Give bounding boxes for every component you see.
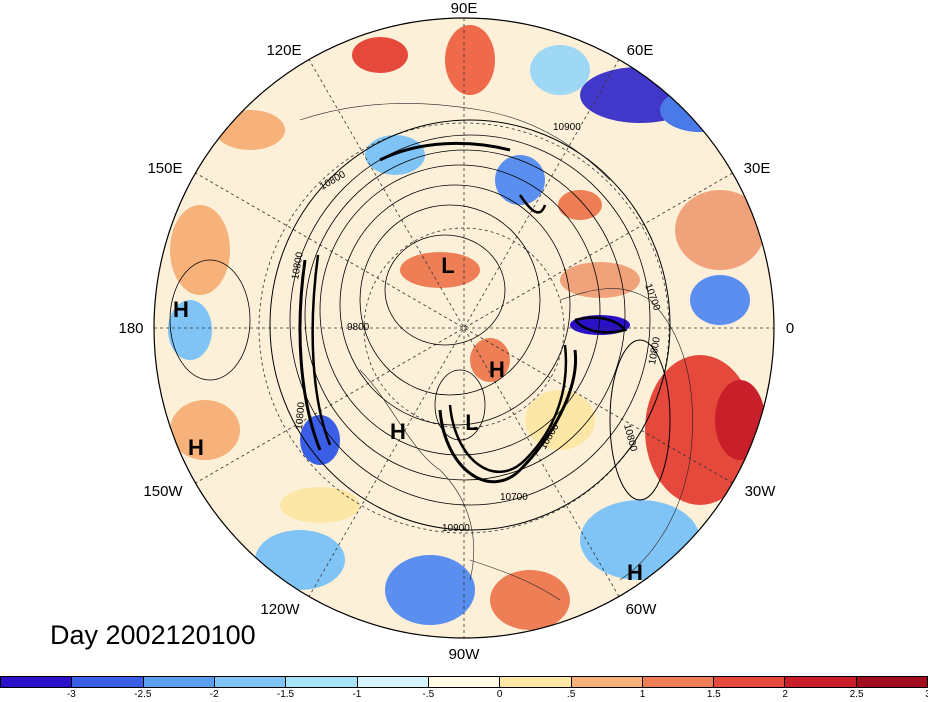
colorbar-cell [286, 677, 358, 687]
colorbar-cell [428, 677, 501, 687]
lon-label-120e: 120E [266, 42, 301, 59]
contour-labels: 10900 10800 10700 10800 10800 9800 10800… [290, 122, 663, 534]
lon-label-150e: 150E [147, 160, 182, 177]
colorbar-tick-label: 1.5 [706, 689, 721, 700]
height-contours [169, 119, 671, 531]
contour-label: 10800 [290, 251, 306, 281]
colorbar-cell [500, 677, 572, 687]
lon-label-30e: 30E [744, 160, 771, 177]
contour-label: 9800 [347, 322, 370, 333]
high-pressure-marker: H [390, 419, 406, 444]
pressure-systems: L L H H H H H [173, 253, 643, 585]
lon-label-90e: 90E [451, 0, 478, 17]
lon-label-30w: 30W [745, 483, 777, 500]
colorbar [0, 676, 928, 688]
graticule [154, 18, 774, 638]
contour-label: 10700 [500, 492, 528, 503]
contour-label: 10900 [553, 122, 581, 133]
colorbar-tick-label: .5 [566, 689, 576, 700]
colorbar-labels: -3 -2.5 -2 -1.5 -1 -.5 0 .5 1 1.5 2 2.5 3 [0, 689, 928, 702]
high-pressure-marker: H [489, 357, 505, 382]
lon-label-150w: 150W [143, 483, 183, 500]
colorbar-tick-label: -.5 [422, 689, 435, 700]
contour-label: 10800 [647, 336, 663, 366]
coastlines [299, 103, 693, 601]
longitude-labels: 90E 60E 30E 0 30W 60W 90W 120W 150W 180 … [118, 0, 794, 663]
colorbar-tick-label: -1 [352, 689, 362, 700]
colorbar-tick-label: 2.5 [849, 689, 864, 700]
lon-label-60w: 60W [626, 601, 658, 618]
map-boundary [153, 17, 775, 639]
lon-label-60e: 60E [627, 42, 654, 59]
contour-label: 10900 [442, 523, 470, 534]
colorbar-tick-label: 2 [782, 689, 788, 700]
colorbar-tick-label: -2.5 [134, 689, 152, 700]
colorbar-cell [714, 677, 786, 687]
colorbar-tick-label: 0 [496, 689, 503, 700]
low-pressure-marker: L [441, 253, 454, 278]
low-pressure-marker: L [465, 410, 478, 435]
colorbar-tick-label: -2 [209, 689, 219, 700]
colorbar-cell [214, 677, 287, 687]
colorbar-cell [785, 677, 857, 687]
colorbar-tick-label: -3 [66, 689, 76, 700]
lon-label-120w: 120W [260, 601, 300, 618]
colorbar-cell [571, 677, 643, 687]
lon-label-180: 180 [118, 320, 143, 337]
high-pressure-marker: H [173, 297, 189, 322]
high-pressure-marker: H [188, 435, 204, 460]
colorbar-cell [143, 677, 215, 687]
high-pressure-marker: H [627, 560, 643, 585]
polar-map: 90E 60E 30E 0 30W 60W 90W 120W 150W 180 … [118, 0, 794, 663]
colorbar-cell [1, 677, 73, 687]
contour-label: 10800 [294, 401, 307, 430]
colorbar-tick-label: 1 [639, 689, 646, 700]
colorbar-cell [357, 677, 429, 687]
colorbar-tick-label: 3 [925, 689, 928, 700]
colorbar-cell [72, 677, 144, 687]
lon-label-90w: 90W [449, 646, 481, 663]
lon-label-0: 0 [786, 320, 794, 337]
day-title: Day 2002120100 [50, 620, 256, 650]
colorbar-tick-label: -1.5 [276, 689, 295, 700]
colorbar-cell [856, 677, 928, 687]
colorbar-cell [642, 677, 715, 687]
